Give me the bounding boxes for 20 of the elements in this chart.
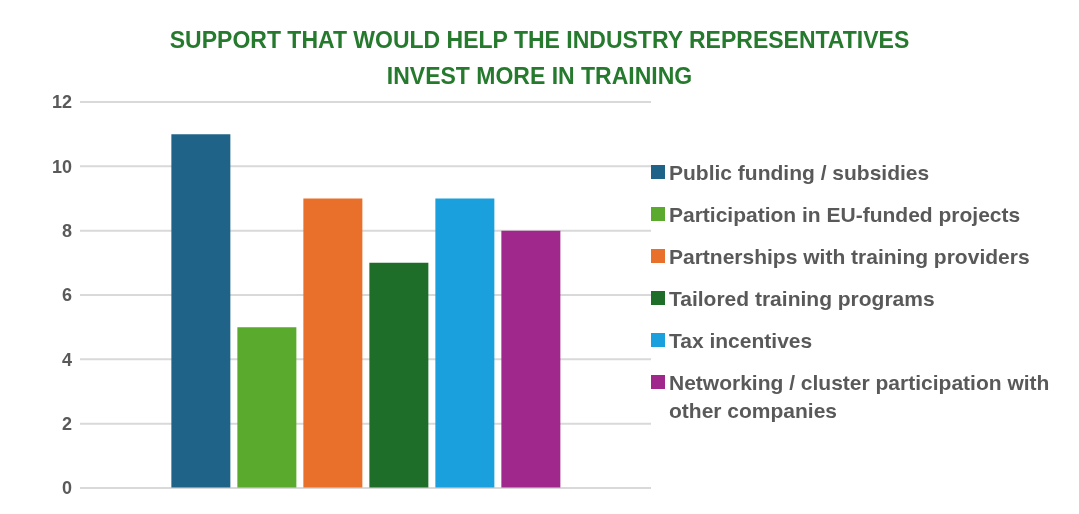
legend-label: Tailored training programs <box>669 286 936 312</box>
legend-label: Participation in EU-funded projects <box>669 202 1022 228</box>
bar <box>237 327 297 488</box>
y-tick-label: 12 <box>51 92 72 113</box>
bar <box>303 198 363 488</box>
y-tick-label: 8 <box>61 221 72 242</box>
bar <box>435 198 495 488</box>
y-tick-label: 10 <box>51 156 72 177</box>
y-tick-label: 6 <box>61 285 72 306</box>
y-tick-label: 0 <box>61 478 72 499</box>
chart-title: SUPPORT THAT WOULD HELP THE INDUSTRY REPRESENTATIVES INVEST MORE IN TRAINING <box>168 26 911 91</box>
y-tick-label: 4 <box>61 349 72 370</box>
y-tick-label: 2 <box>61 414 72 435</box>
legend-label: Tax incentives <box>669 328 814 354</box>
legend-label: Networking / cluster participation with other companies <box>669 370 1051 424</box>
legend-label: Public funding / subsidies <box>669 160 931 186</box>
bar <box>171 134 231 488</box>
bar <box>369 262 429 488</box>
bar <box>501 230 561 488</box>
legend-label: Partnerships with training providers <box>669 244 1031 270</box>
